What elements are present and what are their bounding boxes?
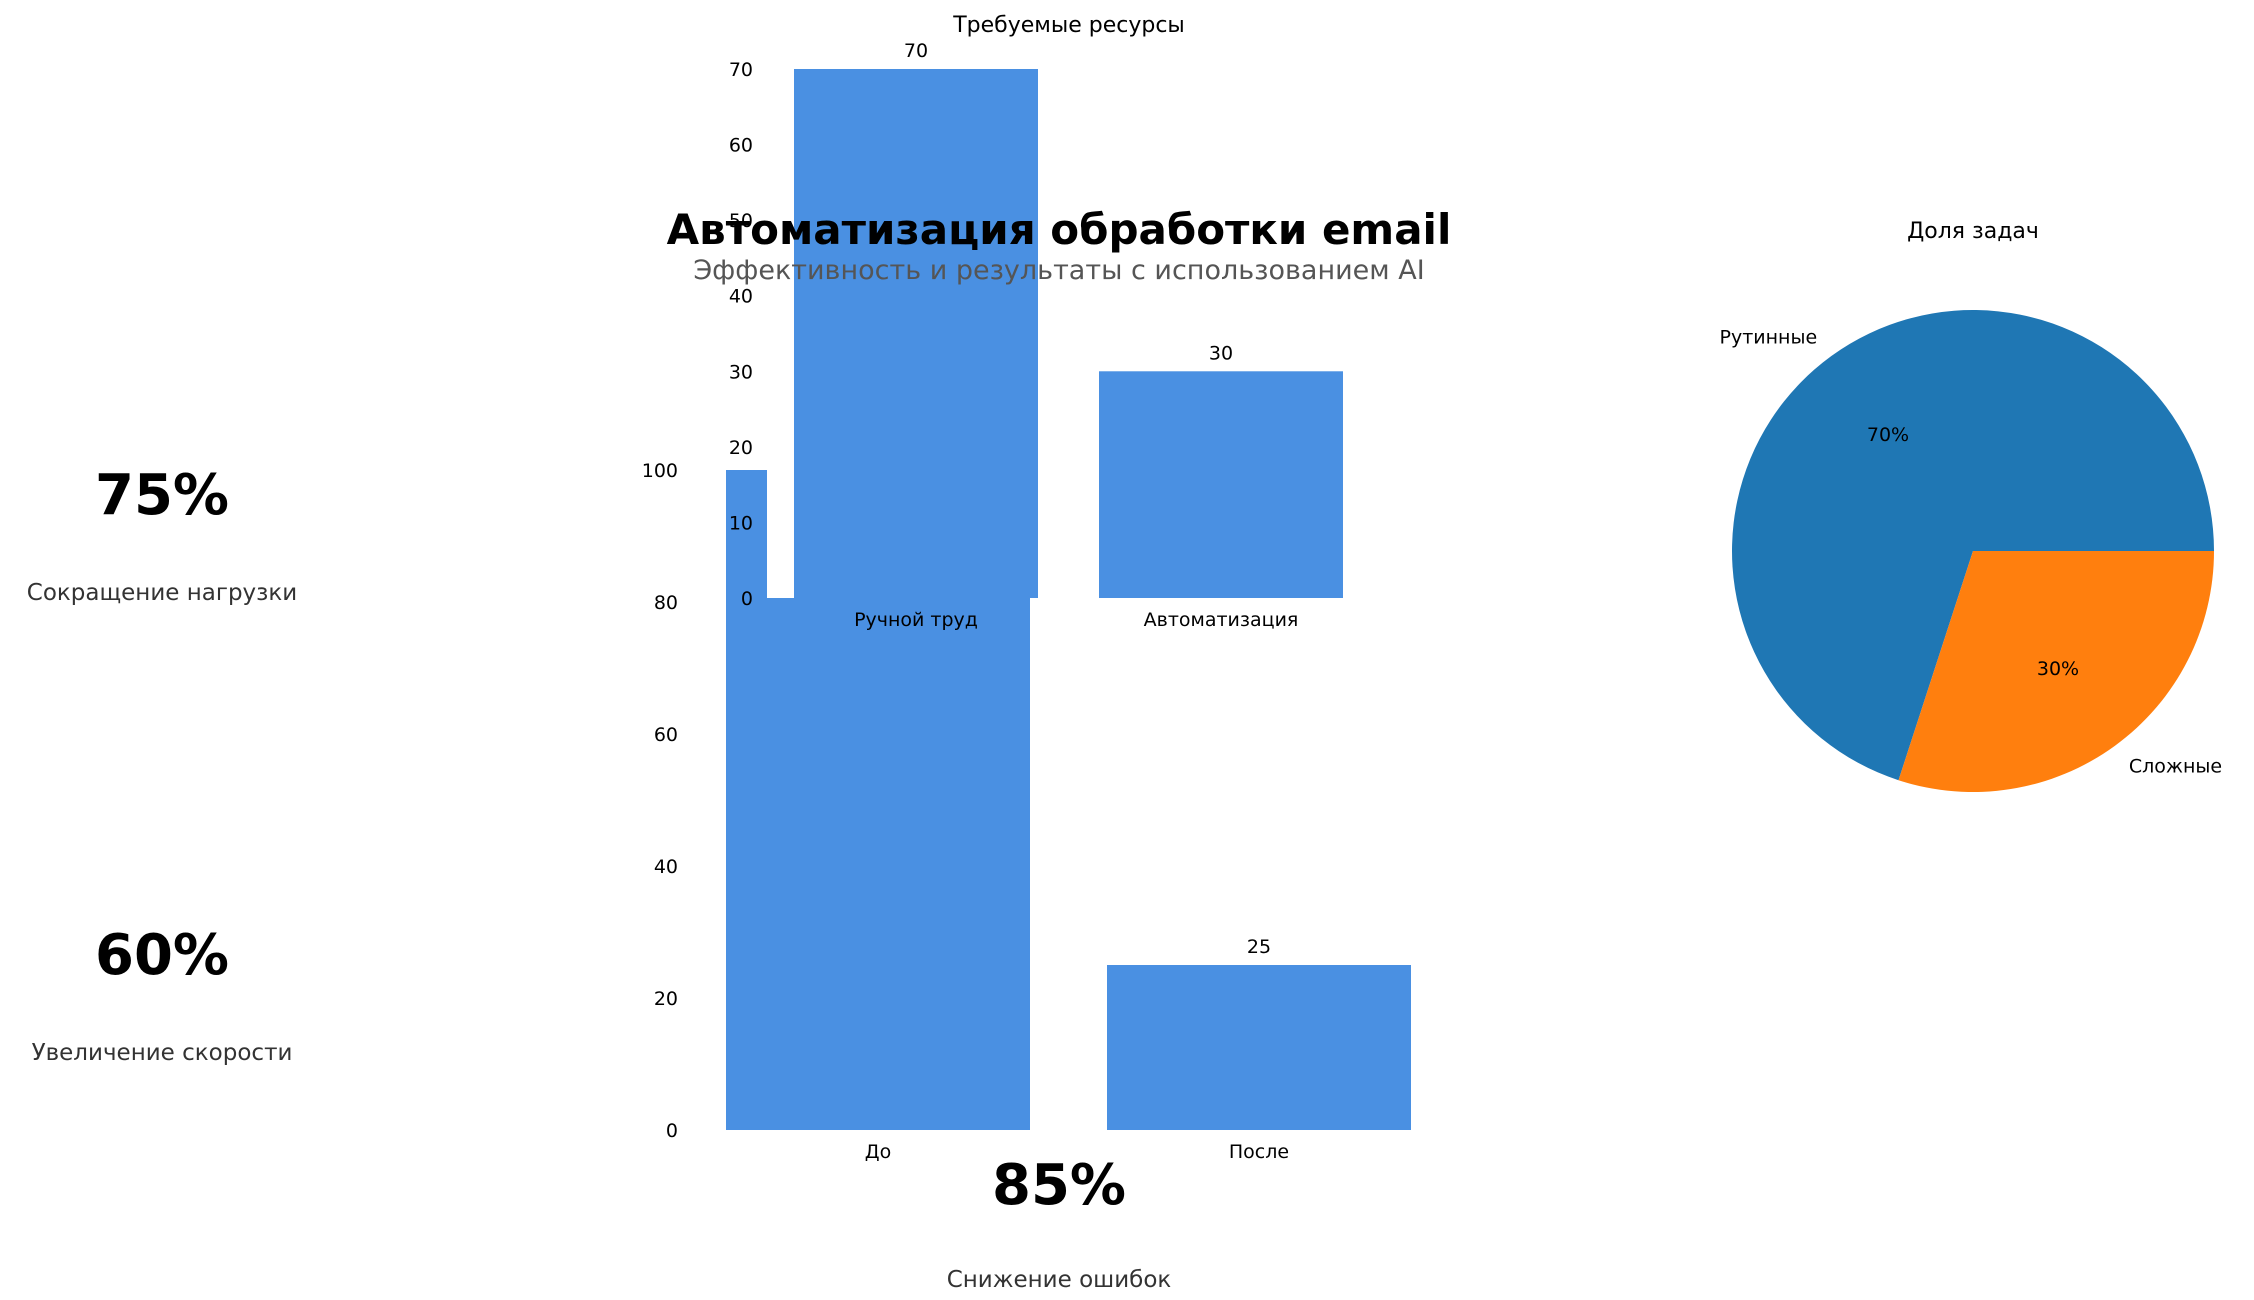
task-share-pie-chart: Рутинные 70% Сложные 30% Доля задач bbox=[1720, 219, 2222, 793]
pie-label-1: Сложные bbox=[2129, 755, 2222, 777]
resources-ytick-label-1: 10 bbox=[729, 512, 753, 534]
pie-slice-1 bbox=[1898, 551, 2214, 793]
resources-data-label-0: 70 bbox=[904, 40, 928, 62]
stat-workload-label: Сокращение нагрузки bbox=[26, 580, 298, 606]
resources-bar-0 bbox=[794, 69, 1038, 598]
before-after-ytick-label-5: 100 bbox=[642, 460, 678, 482]
stat-errors-value: 85% bbox=[991, 1153, 1127, 1218]
stat-speed-label: Увеличение скорости bbox=[31, 1040, 293, 1066]
before-after-ytick-label-2: 40 bbox=[654, 856, 678, 878]
before-after-ytick-label-3: 60 bbox=[654, 724, 678, 746]
pie-slice-0 bbox=[1732, 310, 2214, 781]
stat-workload-value: 75% bbox=[94, 463, 230, 528]
resources-ytick-label-5: 50 bbox=[729, 210, 753, 232]
before-after-bar-1 bbox=[1107, 965, 1411, 1130]
before-after-ytick-label-0: 0 bbox=[666, 1120, 678, 1142]
page-subtitle: Эффективность и результаты с использован… bbox=[693, 255, 1425, 286]
resources-bar-chart: 70 Ручной труд 30 Автоматизация 0 10 20 30 40 50 6… bbox=[729, 13, 1387, 631]
before-after-ytick-label-4: 80 bbox=[654, 592, 678, 614]
resources-ytick-label-3: 30 bbox=[729, 361, 753, 383]
resources-ytick-label-6: 60 bbox=[729, 135, 753, 157]
resources-chart-title: Требуемые ресурсы bbox=[952, 13, 1185, 38]
before-after-category-label-0: До bbox=[865, 1141, 891, 1163]
before-after-category-label-1: После bbox=[1229, 1141, 1289, 1163]
resources-data-label-1: 30 bbox=[1209, 342, 1233, 364]
resources-ytick-label-0: 0 bbox=[741, 588, 753, 610]
resources-category-label-1: Автоматизация bbox=[1144, 609, 1299, 631]
resources-ytick-label-2: 20 bbox=[729, 437, 753, 459]
pie-label-0: Рутинные bbox=[1720, 327, 1818, 349]
resources-ytick-label-4: 40 bbox=[729, 286, 753, 308]
page-title: Автоматизация обработки email bbox=[666, 205, 1452, 254]
before-after-data-label-1: 25 bbox=[1247, 936, 1271, 958]
resources-ytick-label-7: 70 bbox=[729, 59, 753, 81]
before-after-ytick-label-1: 20 bbox=[654, 988, 678, 1010]
resources-category-label-0: Ручной труд bbox=[854, 609, 978, 631]
stat-speed-value: 60% bbox=[94, 923, 230, 988]
pie-pct-label-0: 70% bbox=[1867, 424, 1909, 446]
pie-pct-label-1: 30% bbox=[2037, 658, 2079, 680]
stat-errors-label: Снижение ошибок bbox=[946, 1267, 1172, 1293]
pie-chart-title: Доля задач bbox=[1907, 219, 2039, 244]
resources-bar-1 bbox=[1099, 371, 1343, 598]
